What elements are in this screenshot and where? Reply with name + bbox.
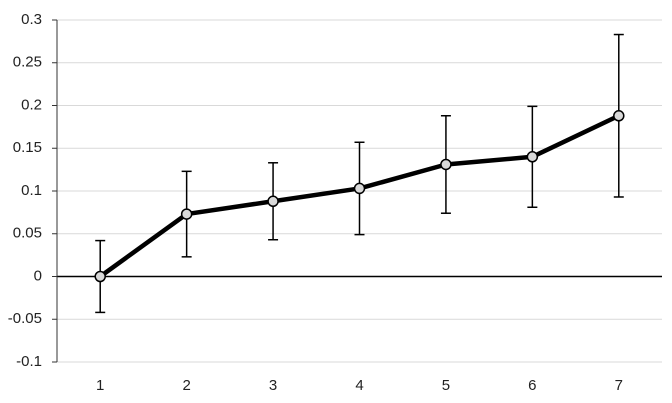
y-tick-label: 0.25 [13,54,42,71]
y-tick-label: 0.15 [13,139,42,156]
marker [267,195,279,208]
x-tick-label: 3 [269,377,277,394]
marker [526,151,539,163]
y-tick-label: -0.05 [8,310,42,327]
marker [353,182,366,195]
marker [613,110,625,122]
x-tick-label: 6 [528,377,536,394]
y-tick-label: 0 [34,267,42,284]
y-tick-label: 0.05 [13,225,42,242]
marker [440,158,452,171]
x-tick-label: 5 [442,377,450,394]
x-tick-label: 7 [615,377,623,394]
y-tick-label: 0.1 [21,182,42,199]
marker [180,208,193,220]
x-tick-label: 1 [96,377,104,394]
y-tick-label: 0.2 [21,96,42,113]
marker [94,270,106,283]
x-tick-label: 4 [355,377,363,394]
y-tick-label: -0.1 [16,353,42,370]
x-tick-label: 2 [182,377,190,394]
y-tick-label: 0.3 [21,11,42,28]
